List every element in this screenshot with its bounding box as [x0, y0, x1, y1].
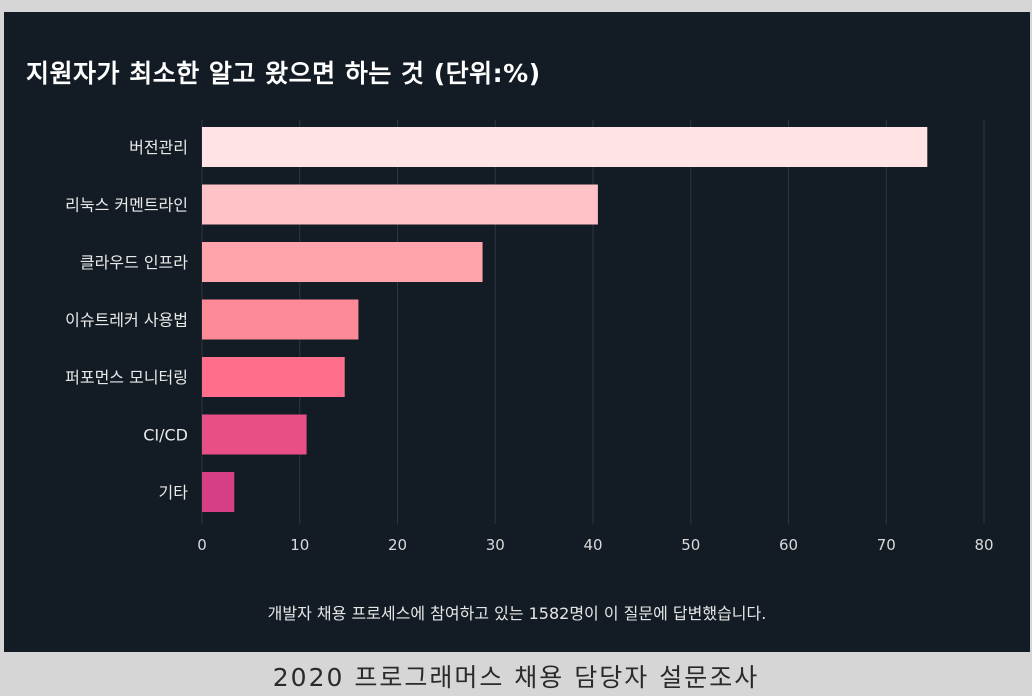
- bar: [202, 414, 307, 455]
- x-tick-label: 80: [974, 536, 993, 554]
- category-label: 클라우드 인프라: [80, 253, 188, 272]
- chart-title: 지원자가 최소한 알고 왔으면 하는 것 (단위:%): [26, 59, 541, 88]
- x-tick-label: 50: [681, 536, 700, 554]
- x-tick-label: 0: [197, 536, 207, 554]
- x-tick-label: 30: [486, 536, 505, 554]
- bar: [202, 184, 598, 225]
- x-tick-label: 60: [779, 536, 798, 554]
- bar: [202, 357, 345, 397]
- bar: [202, 127, 928, 167]
- category-label: 퍼포먼스 모니터링: [65, 368, 188, 387]
- bar: [202, 472, 235, 512]
- x-tick-label: 10: [290, 536, 309, 554]
- video-caption: 2020 프로그래머스 채용 담당자 설문조사: [272, 663, 760, 692]
- survey-note: 개발자 채용 프로세스에 참여하고 있는 1582명이 이 질문에 답변했습니다…: [267, 604, 767, 623]
- category-label: 리눅스 커멘트라인: [65, 196, 188, 215]
- category-label: 기타: [159, 483, 189, 502]
- x-tick-label: 70: [877, 536, 896, 554]
- category-label: 이슈트레커 사용법: [65, 311, 188, 330]
- x-tick-label: 40: [583, 536, 602, 554]
- bar: [202, 242, 483, 282]
- x-tick-label: 20: [388, 536, 407, 554]
- category-label: 버전관리: [129, 138, 188, 157]
- bar: [202, 299, 359, 340]
- category-label: CI/CD: [143, 426, 188, 445]
